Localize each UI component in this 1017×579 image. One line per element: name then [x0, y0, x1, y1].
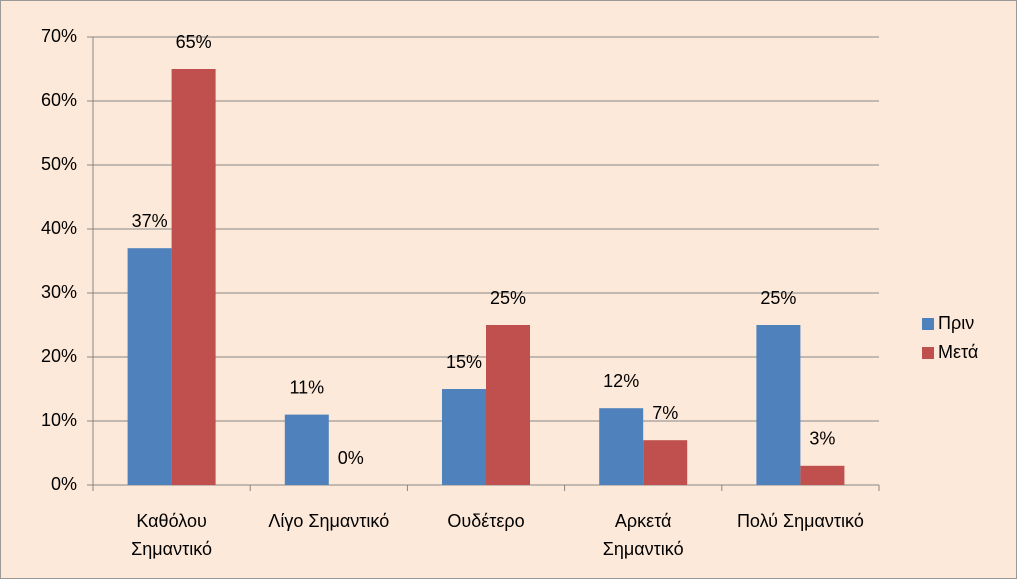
x-tick-label: Λίγο Σημαντικό [268, 511, 390, 531]
x-tick-label: Πολύ Σημαντικό [736, 511, 864, 531]
legend-swatch [922, 347, 934, 359]
x-tick-label: Καθόλου Σημαντικό [131, 511, 212, 559]
data-label: 3% [809, 429, 835, 449]
data-label: 7% [652, 403, 678, 423]
bar [599, 408, 644, 485]
y-tick-label: 40% [41, 218, 77, 238]
legend-swatch [922, 318, 934, 330]
data-label: 12% [603, 371, 639, 391]
bar [442, 389, 486, 485]
y-tick-label: 50% [41, 154, 77, 174]
data-label: 11% [289, 377, 324, 397]
data-label: 0% [338, 448, 364, 468]
bar [643, 440, 688, 485]
bar [284, 414, 329, 485]
bar [756, 325, 801, 485]
legend-label: Μετά [938, 342, 978, 362]
bar [127, 248, 172, 485]
y-tick-label: 20% [41, 346, 77, 366]
x-tick-label: Αρκετά Σημαντικό [602, 511, 684, 559]
legend-label: Πριν [938, 313, 974, 333]
data-label: 37% [132, 211, 168, 231]
data-label: 25% [490, 288, 526, 308]
y-tick-label: 70% [41, 26, 77, 46]
data-label: 25% [760, 288, 796, 308]
y-tick-label: 10% [41, 410, 77, 430]
bar [171, 69, 216, 485]
bar [486, 325, 530, 485]
x-tick-label: Ουδέτερο [447, 511, 525, 531]
y-tick-label: 60% [41, 90, 77, 110]
y-tick-label: 30% [41, 282, 77, 302]
data-label: 65% [176, 32, 212, 52]
bar [800, 465, 845, 485]
data-label: 15% [446, 352, 482, 372]
y-tick-label: 0% [51, 474, 77, 494]
